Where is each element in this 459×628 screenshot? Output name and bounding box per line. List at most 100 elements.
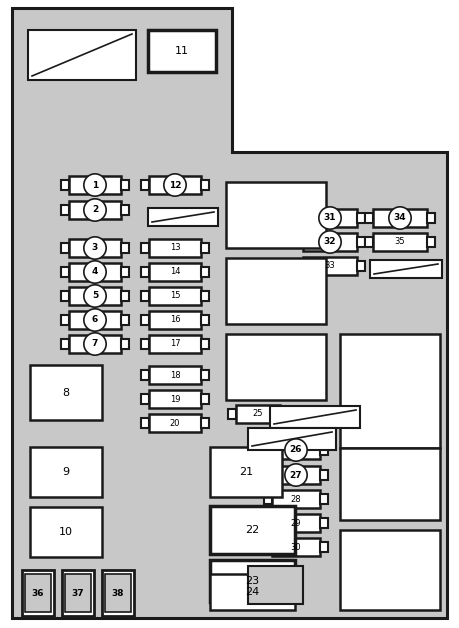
- Bar: [280, 409, 288, 419]
- Text: 9: 9: [62, 467, 70, 477]
- Bar: [25, 574, 51, 612]
- Circle shape: [319, 207, 341, 229]
- Text: 3: 3: [92, 244, 98, 252]
- Bar: [149, 287, 201, 305]
- Circle shape: [285, 464, 307, 486]
- Bar: [149, 176, 201, 194]
- Bar: [201, 243, 209, 253]
- Bar: [373, 233, 427, 251]
- Text: 30: 30: [291, 543, 301, 551]
- Text: 15: 15: [170, 291, 180, 301]
- Bar: [295, 237, 303, 247]
- Text: 32: 32: [324, 237, 336, 247]
- Bar: [210, 560, 295, 602]
- Bar: [270, 406, 360, 428]
- Bar: [141, 180, 149, 190]
- Bar: [141, 267, 149, 277]
- Circle shape: [84, 199, 106, 221]
- Text: 38: 38: [112, 588, 124, 597]
- Bar: [264, 518, 272, 528]
- Bar: [226, 334, 326, 400]
- Circle shape: [319, 231, 341, 253]
- Text: 29: 29: [291, 519, 301, 528]
- Text: 16: 16: [170, 315, 180, 325]
- Bar: [264, 445, 272, 455]
- Bar: [149, 414, 201, 432]
- Text: 23: 23: [246, 576, 259, 586]
- Bar: [69, 201, 121, 219]
- Bar: [264, 542, 272, 552]
- Bar: [149, 390, 201, 408]
- Bar: [340, 530, 440, 610]
- Bar: [30, 447, 102, 497]
- Bar: [201, 180, 209, 190]
- Bar: [141, 339, 149, 349]
- Bar: [121, 180, 129, 190]
- Bar: [248, 428, 336, 450]
- Bar: [69, 335, 121, 353]
- Text: 21: 21: [239, 467, 253, 477]
- Bar: [201, 370, 209, 380]
- Text: 22: 22: [246, 525, 260, 535]
- Bar: [61, 243, 69, 253]
- Text: 37: 37: [72, 588, 84, 597]
- Bar: [427, 213, 435, 223]
- Bar: [320, 470, 328, 480]
- Text: 24: 24: [246, 587, 260, 597]
- Bar: [201, 418, 209, 428]
- Bar: [320, 445, 328, 455]
- Bar: [141, 243, 149, 253]
- Bar: [210, 506, 295, 554]
- Bar: [61, 205, 69, 215]
- Bar: [121, 291, 129, 301]
- Bar: [201, 315, 209, 325]
- Text: 8: 8: [62, 387, 70, 398]
- Text: 33: 33: [325, 261, 336, 271]
- Bar: [121, 339, 129, 349]
- Text: 19: 19: [170, 394, 180, 404]
- Bar: [320, 494, 328, 504]
- Bar: [295, 261, 303, 271]
- Bar: [201, 394, 209, 404]
- Bar: [228, 409, 236, 419]
- Text: 1: 1: [92, 180, 98, 190]
- Bar: [320, 518, 328, 528]
- Bar: [320, 542, 328, 552]
- Bar: [201, 339, 209, 349]
- Bar: [149, 311, 201, 329]
- Bar: [264, 494, 272, 504]
- Bar: [61, 339, 69, 349]
- Bar: [62, 570, 94, 616]
- Bar: [248, 566, 303, 604]
- Bar: [121, 243, 129, 253]
- Bar: [105, 574, 131, 612]
- Bar: [149, 239, 201, 257]
- Bar: [272, 538, 320, 556]
- Bar: [69, 239, 121, 257]
- Bar: [303, 257, 357, 275]
- Bar: [121, 315, 129, 325]
- Bar: [373, 209, 427, 227]
- Bar: [340, 334, 440, 448]
- Bar: [210, 447, 282, 497]
- Circle shape: [84, 237, 106, 259]
- Bar: [365, 213, 373, 223]
- Bar: [148, 208, 218, 226]
- Text: 25: 25: [253, 409, 263, 418]
- Bar: [149, 263, 201, 281]
- Bar: [226, 258, 326, 324]
- Bar: [236, 405, 280, 423]
- Bar: [149, 366, 201, 384]
- Bar: [148, 30, 216, 72]
- Text: 31: 31: [324, 214, 336, 222]
- Bar: [357, 213, 365, 223]
- Bar: [201, 291, 209, 301]
- Bar: [69, 176, 121, 194]
- Bar: [61, 267, 69, 277]
- Bar: [141, 394, 149, 404]
- Bar: [303, 209, 357, 227]
- Text: 26: 26: [290, 445, 302, 455]
- Text: 14: 14: [170, 268, 180, 276]
- Circle shape: [84, 285, 106, 307]
- Bar: [69, 263, 121, 281]
